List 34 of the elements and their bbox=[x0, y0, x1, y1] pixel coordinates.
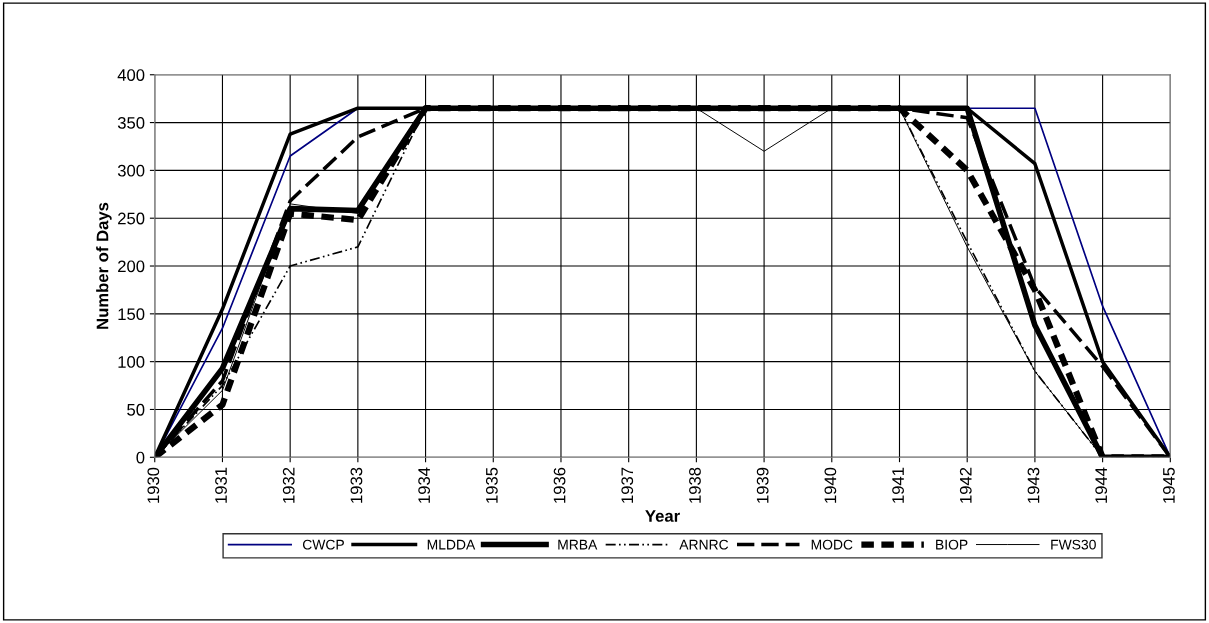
y-tick-label: 50 bbox=[127, 403, 145, 416]
x-tick-label: 1937 bbox=[621, 467, 634, 503]
legend-label: ARNRC bbox=[679, 539, 729, 550]
x-tick-label: 1935 bbox=[485, 467, 498, 503]
x-tick-label: 1931 bbox=[215, 467, 227, 503]
y-tick-label: 200 bbox=[118, 260, 145, 273]
x-tick-label: 1941 bbox=[892, 467, 904, 503]
x-tick-label: 1934 bbox=[418, 467, 431, 503]
x-tick-label: 1942 bbox=[959, 467, 972, 503]
y-axis-title: Number of Days bbox=[96, 202, 112, 329]
y-tick-label: 100 bbox=[118, 356, 145, 368]
y-tick-label: 400 bbox=[117, 69, 145, 81]
legend-label: CWCP bbox=[302, 539, 344, 550]
legend-label: MRBA bbox=[558, 539, 598, 550]
y-tick-label: 250 bbox=[118, 212, 145, 225]
legend-label: MLDDA bbox=[427, 539, 476, 550]
x-tick-label: 1940 bbox=[824, 467, 837, 503]
legend-label: BIOP bbox=[936, 539, 968, 550]
x-axis-title: Year bbox=[645, 510, 680, 522]
x-tick-label: 1938 bbox=[689, 467, 701, 503]
y-tick-label: 350 bbox=[117, 116, 145, 129]
x-tick-label: 1936 bbox=[553, 467, 566, 503]
x-tick-label: 1933 bbox=[350, 467, 363, 503]
x-tick-label: 1939 bbox=[756, 467, 769, 503]
x-tick-label: 1930 bbox=[147, 467, 160, 503]
x-tick-label: 1944 bbox=[1095, 467, 1108, 503]
legend-label: MODC bbox=[811, 539, 853, 550]
x-tick-label: 1945 bbox=[1162, 467, 1175, 503]
y-tick-label: 300 bbox=[117, 164, 145, 177]
x-tick-label: 1943 bbox=[1027, 467, 1040, 503]
x-tick-label: 1932 bbox=[282, 467, 295, 503]
y-tick-label: 0 bbox=[136, 451, 145, 464]
y-tick-label: 150 bbox=[118, 308, 145, 321]
legend-label: FWS30 bbox=[1051, 539, 1096, 550]
